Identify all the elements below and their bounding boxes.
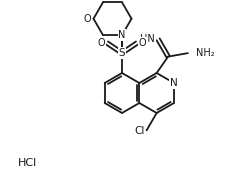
Text: S: S [118,48,125,58]
Text: O: O [84,14,91,24]
Text: N: N [169,78,177,88]
Text: Cl: Cl [134,126,144,136]
Text: O: O [138,38,146,48]
Text: HN: HN [140,34,154,44]
Text: NH₂: NH₂ [195,48,213,58]
Text: O: O [97,38,105,48]
Text: HCl: HCl [18,158,37,168]
Text: N: N [118,30,125,40]
